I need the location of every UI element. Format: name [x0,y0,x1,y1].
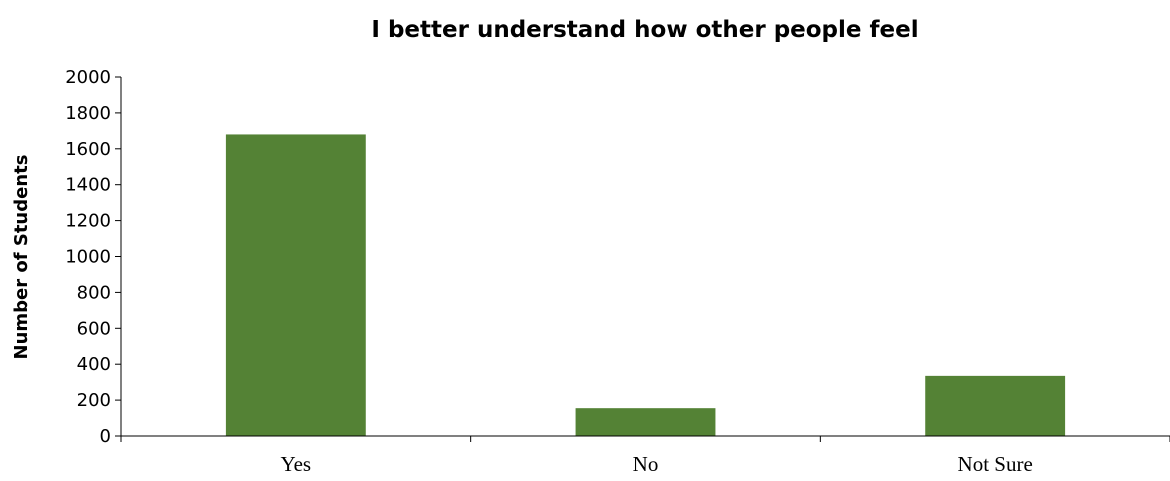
y-tick-label: 800 [77,282,111,303]
y-tick-label: 600 [77,318,111,339]
y-tick-label: 400 [77,354,111,375]
x-ticks-group: Yes No Not Sure [120,436,1170,476]
y-tick-label: 0 [100,426,111,447]
y-tick-label: 200 [77,390,111,411]
y-tick-label: 1600 [65,139,111,160]
x-tick-label: Yes [281,452,312,476]
x-tick-label: Not Sure [958,452,1033,476]
chart-title: I better understand how other people fee… [371,17,918,43]
y-tick-label: 1000 [65,247,111,268]
bar-not-sure [925,375,1066,436]
x-tick-label: No [633,452,659,476]
y-tick-label: 1400 [65,175,111,196]
y-tick-label: 2000 [65,67,111,88]
bars-group [225,134,1066,436]
bar-yes [225,134,366,436]
y-axis-title: Number of Students [11,155,32,360]
bar-no [575,408,716,436]
y-ticks-group: 0 200 400 600 800 1000 1200 1400 1600 1800 2000 [65,67,121,447]
y-tick-label: 1200 [65,211,111,232]
y-tick-label: 1800 [65,103,111,124]
